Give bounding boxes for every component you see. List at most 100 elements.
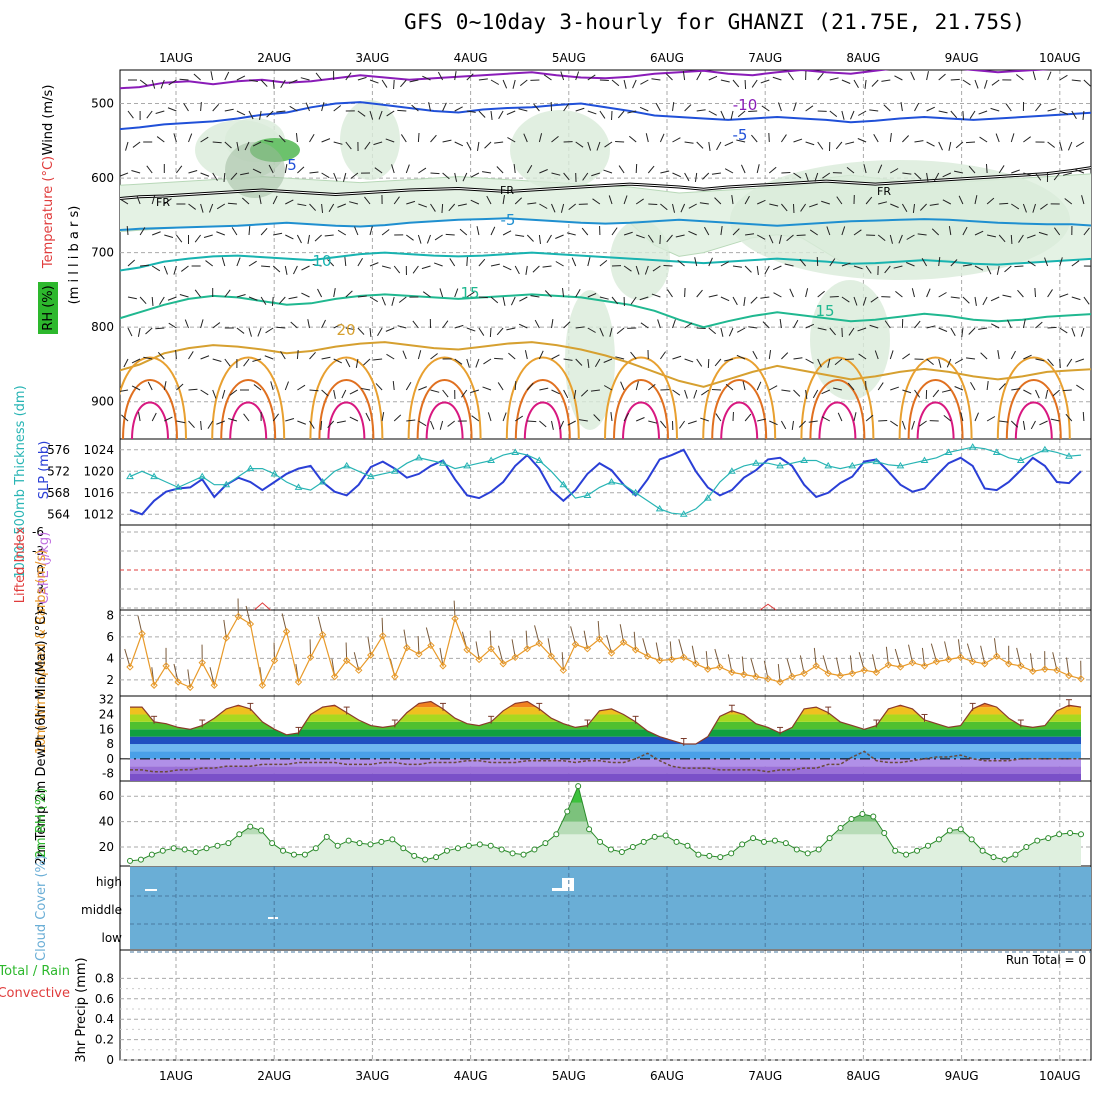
wind-barb	[651, 78, 661, 81]
rh-marker	[859, 810, 866, 817]
thickness-marker	[198, 472, 207, 480]
wind-barb	[672, 137, 681, 143]
wind-barb	[176, 234, 183, 243]
wind-barb	[212, 141, 222, 144]
wind10-marker	[535, 639, 543, 648]
wind-barb	[288, 296, 298, 300]
wind-barb	[736, 139, 746, 143]
wind-barb	[476, 226, 480, 236]
wind-barb	[512, 79, 516, 89]
wind-barb	[853, 296, 858, 306]
li-tick: 0	[36, 563, 44, 577]
precip-tick: 0	[106, 1053, 114, 1067]
wind-barb	[640, 79, 649, 85]
wind10-barb	[497, 645, 504, 664]
wind-barb	[793, 172, 802, 179]
wind-barb	[865, 196, 873, 205]
temp-band	[130, 758, 1081, 767]
wind-barb	[188, 351, 194, 360]
wind-barb	[393, 414, 402, 422]
wind-barb	[693, 389, 698, 399]
day-label-bottom: 2AUG	[257, 1069, 291, 1083]
rh-marker	[553, 831, 560, 838]
wind10-barb	[642, 638, 649, 657]
wind10-marker	[415, 650, 423, 658]
wind-barb	[476, 141, 480, 151]
wind-barb	[555, 234, 564, 239]
wind-barb	[593, 414, 601, 422]
wind-barb	[889, 234, 893, 244]
wind-barb	[812, 389, 819, 399]
warm-contour	[229, 401, 268, 439]
wind-barb	[381, 296, 386, 306]
thickness-marker	[174, 483, 183, 490]
wind-barb	[745, 233, 755, 236]
wind-barb	[884, 320, 891, 329]
wind-barb	[321, 356, 331, 360]
rh-marker	[203, 845, 210, 852]
wind-barb	[789, 288, 794, 298]
wind10-barb	[353, 652, 360, 671]
rh2m-panel	[120, 783, 1091, 866]
wind-barb	[724, 141, 734, 147]
wind-barb	[590, 389, 600, 392]
day-label-bottom: 8AUG	[846, 1069, 880, 1083]
wind-barb	[502, 296, 506, 306]
wind10-marker	[138, 629, 146, 638]
wind-barb	[684, 104, 692, 112]
wind10-marker	[932, 657, 941, 666]
wind-barb	[478, 327, 485, 336]
day-label-bottom: 7AUG	[748, 1069, 782, 1083]
wind-barb	[773, 292, 782, 298]
wind-barb	[762, 321, 770, 329]
rh-marker	[127, 857, 133, 864]
rh-marker	[782, 840, 789, 847]
wind10-marker	[1005, 660, 1013, 668]
wind-barb	[623, 265, 632, 272]
temp-tick: 16	[99, 722, 114, 736]
rh-marker	[542, 840, 549, 847]
wind-barb	[430, 420, 435, 430]
wind-barb	[618, 165, 625, 174]
thick-tick: 576	[47, 443, 70, 457]
isotherm-line	[120, 70, 1052, 90]
wind-barb	[1059, 358, 1061, 369]
wind10-marker	[631, 646, 640, 654]
wind-barb	[132, 141, 141, 148]
wind-barb	[490, 110, 493, 120]
rh-marker	[367, 841, 374, 848]
wind-barb	[563, 103, 570, 112]
wind-barb	[974, 195, 978, 205]
wind-barb	[559, 420, 565, 430]
wind-barb	[623, 231, 633, 236]
wind10-barb	[124, 648, 131, 668]
wind-barb	[349, 389, 359, 395]
wind-barb	[260, 79, 268, 87]
wind-barb	[209, 203, 214, 213]
rh-marker	[695, 851, 702, 858]
wind-barb	[421, 265, 431, 270]
rh-marker	[979, 847, 986, 854]
wind10-marker	[655, 656, 664, 665]
rh-marker	[280, 847, 287, 854]
wind-barb	[991, 79, 1000, 86]
rh-marker	[1023, 843, 1030, 850]
rh-marker	[411, 852, 418, 859]
thickness-marker	[126, 472, 134, 480]
day-label-bottom: 1AUG	[159, 1069, 193, 1083]
wind-barb	[244, 141, 250, 151]
warm-contour	[211, 356, 286, 439]
wind-barb	[768, 350, 772, 360]
wind-barb	[224, 358, 231, 367]
wind-barb	[1075, 358, 1085, 363]
wind-barb	[814, 172, 819, 182]
wind-barb	[442, 139, 452, 143]
rh-levels	[130, 786, 1081, 835]
wind-barb	[752, 350, 758, 360]
wind-barb	[1047, 71, 1052, 81]
wind-barb	[157, 351, 165, 360]
wind-barb	[568, 203, 577, 211]
rh-marker	[301, 851, 308, 858]
wind-barb	[276, 326, 286, 329]
cloud-level-label: middle	[81, 903, 122, 917]
